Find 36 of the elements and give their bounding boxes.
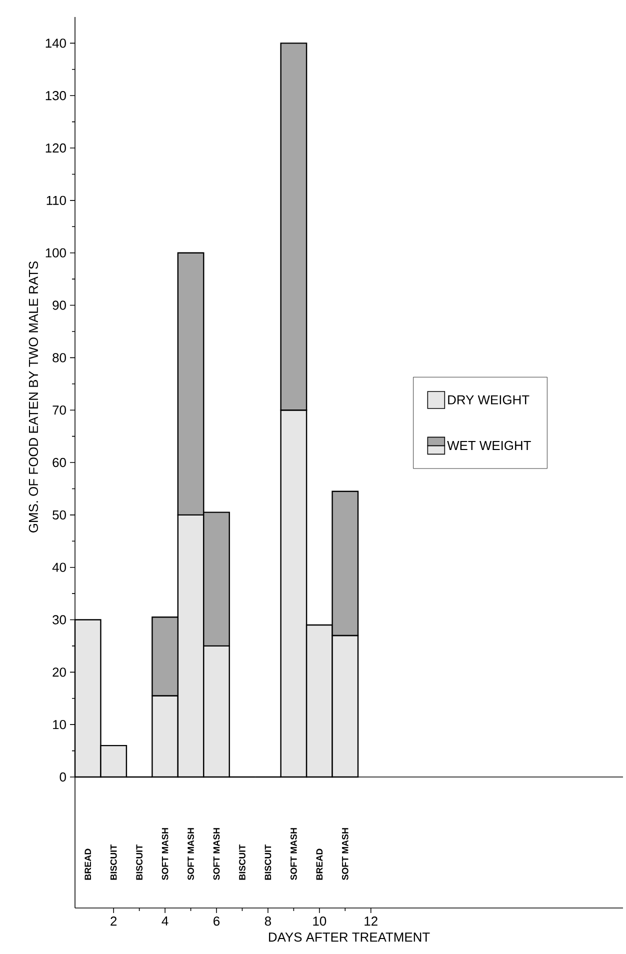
x-tick-label: 2 bbox=[110, 916, 117, 926]
y-tick-label: 70 bbox=[52, 406, 66, 415]
x-tick-label: 8 bbox=[264, 916, 271, 926]
y-tick-label: 110 bbox=[46, 196, 66, 206]
x-tick-label: 6 bbox=[214, 916, 220, 926]
text: BISCUIT bbox=[264, 844, 272, 880]
y-tick-label: 140 bbox=[46, 38, 66, 48]
y-tick-label: 90 bbox=[52, 300, 66, 310]
y-tick-label: 20 bbox=[52, 668, 66, 677]
text: BISCUIT bbox=[110, 844, 117, 880]
legend-label: DRY WEIGHT bbox=[448, 395, 530, 404]
y-tick-label: 30 bbox=[52, 615, 66, 624]
text: BISCUIT bbox=[136, 844, 142, 880]
y-tick-label: 0 bbox=[60, 772, 66, 782]
y-axis-title: GMS. OF FOOD EATEN BY TWO MALE RATS bbox=[28, 261, 38, 532]
x-tick-label: 12 bbox=[364, 916, 378, 926]
x-axis-title: DAYS AFTER TREATMENT bbox=[268, 932, 430, 942]
text: SOFT MASH bbox=[162, 828, 168, 880]
legend-label: WET WEIGHT bbox=[447, 440, 531, 450]
y-tick-label: 100 bbox=[46, 248, 66, 258]
y-tick-label: 40 bbox=[52, 562, 66, 572]
text: SOFT MASH bbox=[213, 828, 220, 880]
y-tick-label: 130 bbox=[46, 91, 66, 100]
text: BREAD bbox=[84, 848, 91, 880]
y-tick-label: 50 bbox=[52, 510, 66, 520]
text: BISCUIT bbox=[239, 844, 246, 880]
y-tick-label: 120 bbox=[46, 143, 66, 153]
x-tick-label: 10 bbox=[313, 916, 326, 926]
y-tick-label: 60 bbox=[52, 458, 66, 468]
text: SOFT MASH bbox=[342, 828, 348, 880]
text: SOFT MASH bbox=[290, 828, 297, 880]
x-tick-label: 4 bbox=[162, 916, 168, 926]
y-tick-label: 10 bbox=[53, 720, 66, 730]
y-tick-label: 80 bbox=[52, 353, 66, 362]
text: SOFT MASH bbox=[188, 828, 194, 880]
text: BREAD bbox=[316, 848, 322, 880]
